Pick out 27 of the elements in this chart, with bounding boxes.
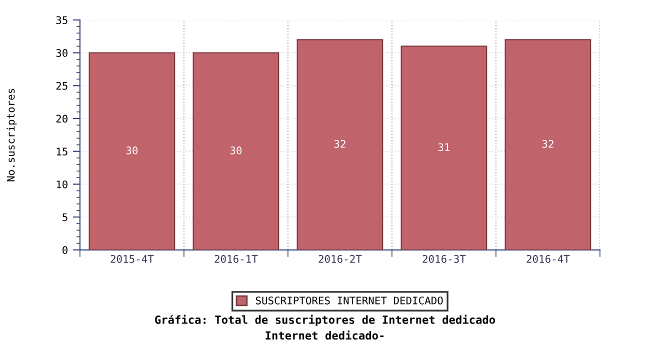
x-tick-label: 2015-4T <box>110 255 154 263</box>
legend-label: SUSCRIPTORES INTERNET DEDICADO <box>256 296 443 304</box>
bar <box>504 39 592 250</box>
y-tick-label: 10 <box>56 180 68 188</box>
y-tick-label: 30 <box>56 49 68 57</box>
y-axis-title: No.suscriptores <box>6 88 17 182</box>
y-tick-label: 5 <box>62 213 68 222</box>
y-tick-label: 15 <box>56 148 68 156</box>
text: Gráfica: Total de suscriptores de Internet dedicado <box>155 314 496 326</box>
y-tick-label: 35 <box>56 16 68 24</box>
bar <box>296 39 384 250</box>
y-tick-label: 25 <box>56 82 68 90</box>
data-label: 30 <box>126 146 138 154</box>
x-tick-label: 2016-1T <box>214 255 258 263</box>
text: Internet dedicado- <box>266 330 384 340</box>
y-tick-label: 0 <box>62 246 68 254</box>
x-tick-label: 2016-3T <box>422 255 466 263</box>
data-label: 30 <box>230 146 242 154</box>
bar <box>192 52 280 250</box>
data-label: 32 <box>334 140 346 148</box>
y-tick-label: 20 <box>56 114 68 123</box>
data-label: 32 <box>542 140 554 148</box>
bar <box>400 46 488 250</box>
x-tick-label: 2016-4T <box>526 255 570 263</box>
bar <box>88 52 176 250</box>
data-label: 31 <box>438 143 450 152</box>
x-tick-label: 2016-2T <box>318 255 362 263</box>
